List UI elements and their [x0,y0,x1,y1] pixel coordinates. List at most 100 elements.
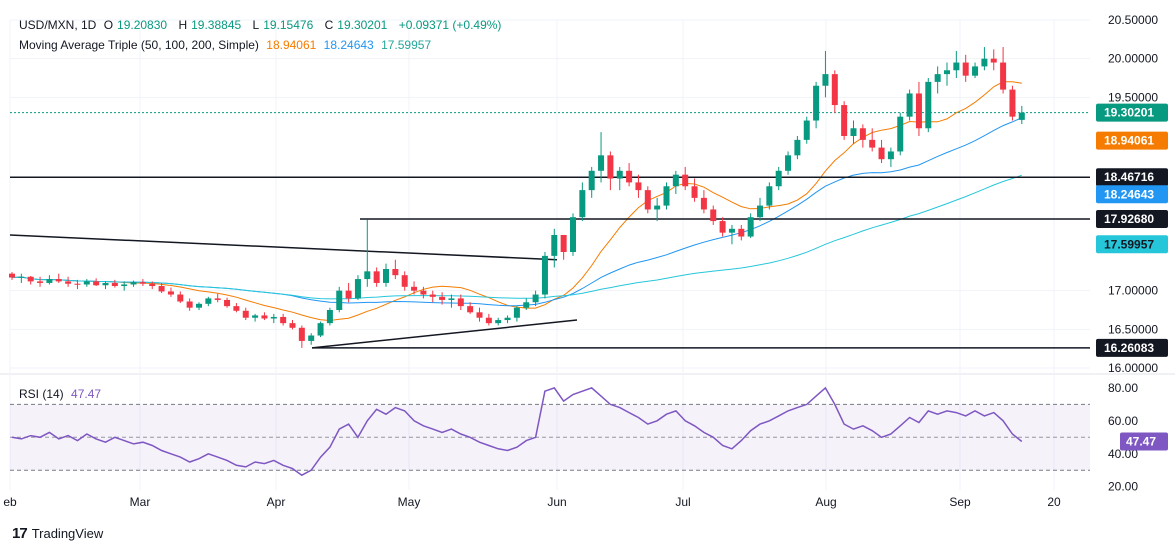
candle [139,279,146,287]
candle-body [859,128,866,140]
price-tag-bg [1096,185,1168,204]
candlesticks[interactable] [9,47,1025,348]
close-label: C [324,18,334,32]
candle [401,271,408,291]
candle [345,282,352,303]
candle-body [672,174,679,187]
candle-body [738,228,745,237]
time-axis: eb Mar Apr May Jun Jul Aug Sep 20 [3,495,1061,509]
rsi-tag-label: 47.47 [1126,434,1156,448]
candle-body [915,93,922,129]
candle [691,178,698,202]
candle-body [448,298,455,300]
candle [46,275,53,285]
symbol-label[interactable]: USD/MXN, 1D [19,18,97,32]
candle [944,62,950,86]
candle-body [196,303,202,308]
candle-body [710,209,717,222]
rsi-title[interactable]: RSI (14) [19,387,64,401]
candle-body [205,298,212,304]
candle-body [598,155,605,171]
candle [887,147,894,167]
candle [186,298,193,311]
candle [448,294,455,308]
price-tick-label: 20.00000 [1108,52,1158,66]
price-tag-bg [1096,338,1168,357]
price-tick-label: 20.50000 [1108,13,1158,27]
time-tick-label: Sep [949,495,971,509]
candle-body [326,310,333,324]
candle-body [878,147,885,160]
candle [457,294,464,310]
candle [607,151,614,191]
candle [65,276,72,287]
low-value: 19.15476 [263,18,314,32]
candle [411,281,418,295]
candle [915,81,922,136]
candle [27,275,34,285]
candle [710,205,717,225]
candle-body [616,170,623,179]
candle-body [850,128,857,136]
candle [476,307,483,322]
candle [1018,105,1025,125]
candle-body [570,217,576,252]
candle-body [663,186,670,206]
candle-body [401,275,408,287]
candle [317,321,324,338]
candle [700,190,707,214]
candle-body [766,186,773,206]
candle-body [682,174,689,187]
candle-body [495,320,502,324]
candle [841,101,848,140]
candle [121,281,128,291]
candle-body [906,93,913,117]
candle [439,292,446,305]
candle [869,128,876,152]
candle-body [46,279,53,283]
candle-body [149,283,156,287]
ma-title[interactable]: Moving Average Triple (50, 100, 200, Sim… [19,38,259,52]
candle [224,297,231,308]
candle [158,282,165,293]
tradingview-brand[interactable]: 17 TradingView [12,525,103,542]
candle-body [523,302,530,308]
candle [18,273,25,283]
candle-body [27,276,34,282]
candle [130,280,137,287]
candle [9,272,15,280]
horizontal-levels [9,112,1090,349]
candle [102,281,109,290]
candle-body [252,315,259,318]
price-tick-label: 19.50000 [1108,90,1158,104]
candle [682,166,689,191]
candle-body [485,317,492,324]
candle-body [551,234,558,256]
rsi-tick-label: 60.00 [1108,414,1138,428]
candle-body [420,290,427,295]
candle-body [644,190,651,210]
candle-body [55,279,62,282]
candle [850,120,857,144]
price-tag-label: 16.26083 [1104,341,1154,355]
candle [55,273,62,283]
candle-body [83,281,90,285]
rsi-line [11,386,1023,477]
candle-body [214,298,221,300]
price-tag-bg [1096,103,1168,122]
candle [738,224,745,241]
candle [149,281,156,290]
candle [383,263,389,287]
open-label: O [103,18,114,32]
candle [551,228,558,268]
candle-body [102,282,109,286]
candle-body [990,58,997,63]
change-value: +0.09371 (+0.49%) [398,18,502,32]
candle [354,275,361,300]
candle-body [654,205,661,210]
candle [560,234,567,260]
candle-body [308,335,315,341]
close-value: 19.30201 [337,18,388,32]
candle [495,317,502,326]
time-tick-label: Apr [267,495,286,509]
